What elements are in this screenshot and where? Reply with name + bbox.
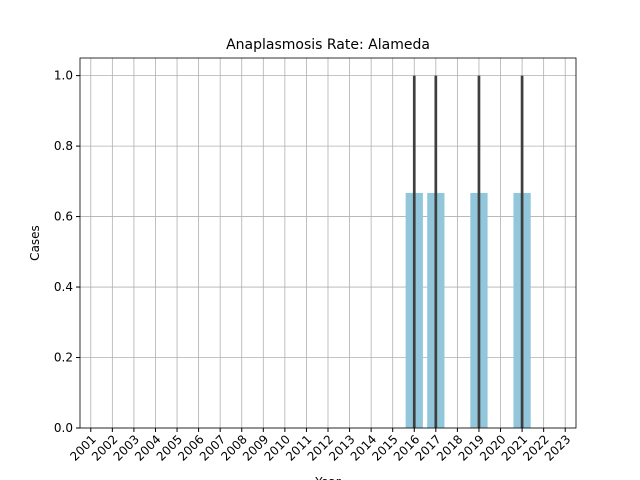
y-axis-label: Cases <box>28 225 42 261</box>
y-tick-label: 0.4 <box>54 280 73 294</box>
chart-title: Anaplasmosis Rate: Alameda <box>226 37 430 53</box>
plot-frame <box>79 57 577 429</box>
y-tick-label: 0.0 <box>54 421 73 435</box>
x-axis-label: Year <box>314 475 340 480</box>
y-tick-label: 0.6 <box>54 210 73 224</box>
y-tick-label: 0.8 <box>54 139 73 153</box>
y-tick-label: 0.2 <box>54 351 73 365</box>
y-tick-label: 1.0 <box>54 69 73 83</box>
